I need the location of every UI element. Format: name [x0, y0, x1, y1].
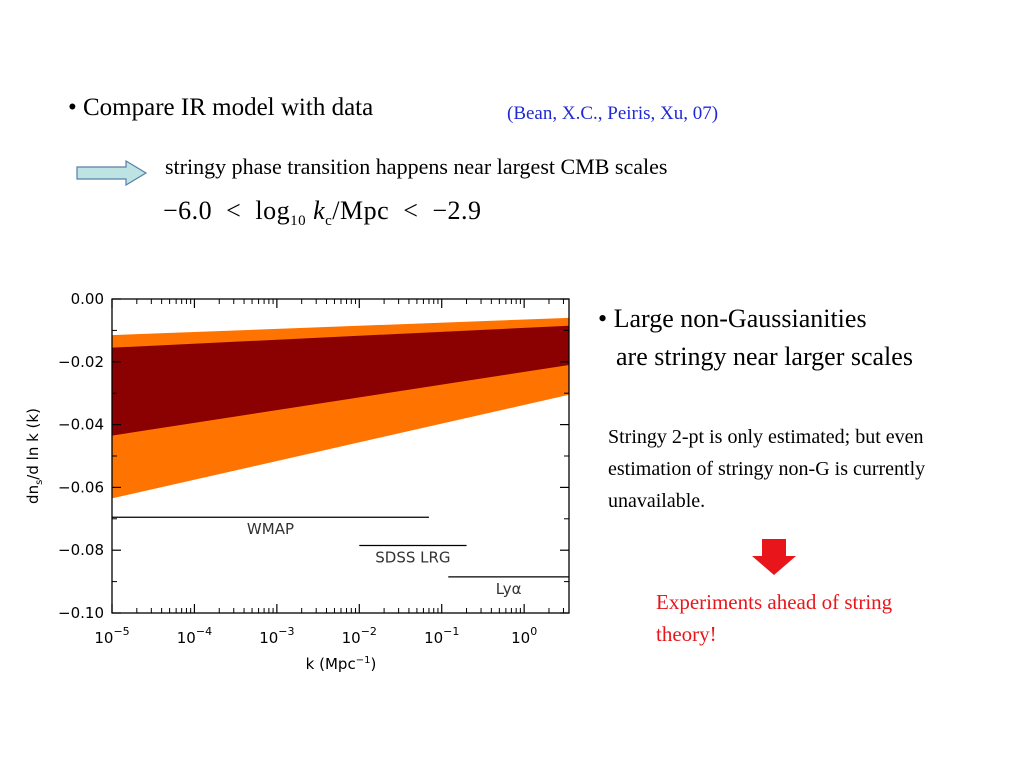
formula-upper: −2.9 [432, 196, 482, 225]
formula-var: k [313, 196, 326, 225]
plot-area [112, 317, 569, 499]
y-axis-label: dns/d ln k (k) [24, 408, 45, 504]
formula-unit: /Mpc [332, 196, 390, 225]
range-label-0: WMAP [247, 520, 294, 538]
x-tick-label: 10−3 [259, 625, 294, 647]
paragraph: Stringy 2-pt is only estimated; but even… [608, 426, 926, 512]
conclusion: Experiments ahead of string theory! [656, 590, 893, 646]
formula-lt-1: < [226, 196, 242, 225]
x-tick-label: 100 [511, 625, 537, 647]
x-tick-label: 10−2 [342, 625, 377, 647]
formula-log-base: 10 [290, 213, 307, 230]
axis-ticks: 0.00 −0.02 −0.04 −0.06 −0.08 −0.10 10−5 10−4 10−… [58, 290, 569, 647]
y-tick-label: −0.08 [58, 541, 104, 559]
x-tick-label: 10−4 [177, 625, 212, 647]
y-tick-label: −0.02 [58, 353, 104, 371]
bullet-compare-model: • Compare IR model with data [68, 94, 374, 121]
right-arrow-icon [76, 160, 148, 186]
bullet2-line2: are stringy near larger scales [616, 342, 913, 371]
citation: (Bean, X.C., Peiris, Xu, 07) [507, 103, 719, 124]
x-tick-label: 10−1 [424, 625, 459, 647]
formula-var-sub: c [325, 213, 333, 230]
y-tick-label: −0.04 [58, 416, 104, 434]
running-index-chart: WMAP SDSS LRG Lyα 0.00 −0.02 −0.04 −0.06 −0.08… [24, 290, 570, 673]
formula: −6.0 < log10 kc/Mpc < −2.9 [163, 196, 482, 230]
bullet-non-gaussianities: • Large non-Gaussianities are stringy ne… [598, 300, 913, 376]
y-tick-label: −0.10 [58, 604, 104, 622]
band-inner [112, 325, 569, 436]
formula-lt-2: < [403, 196, 419, 225]
x-tick-label: 10−5 [94, 625, 129, 647]
subtitle: stringy phase transition happens near la… [165, 154, 668, 179]
range-label-2: Lyα [496, 580, 522, 598]
range-label-1: SDSS LRG [375, 548, 450, 566]
y-tick-label: −0.06 [58, 478, 104, 496]
y-tick-label: 0.00 [71, 290, 104, 308]
down-arrow-icon [752, 539, 796, 575]
x-axis-label: k (Mpc−1) [306, 655, 377, 673]
formula-lower: −6.0 [163, 196, 213, 225]
experiment-ranges: WMAP SDSS LRG Lyα [112, 516, 569, 598]
bullet2-line1: • Large non-Gaussianities [598, 304, 867, 333]
formula-log: log [255, 196, 291, 225]
